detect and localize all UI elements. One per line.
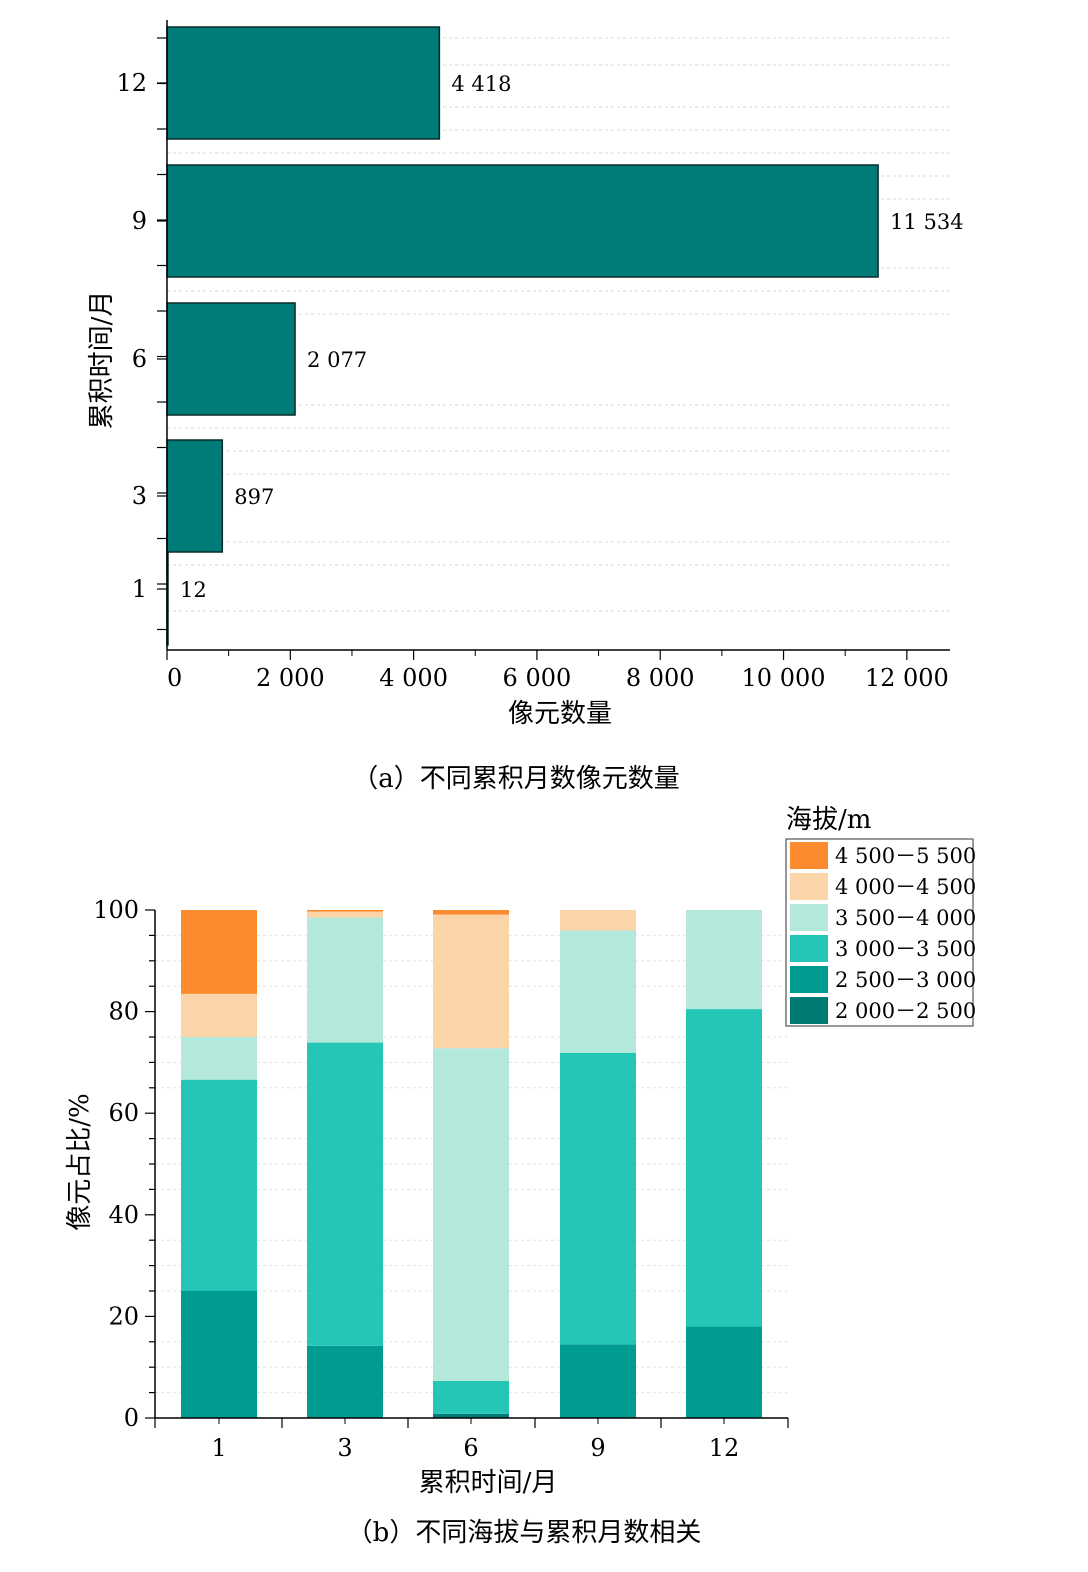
- y-tick-label: 100: [93, 896, 139, 924]
- bar-segment-9-s2: [560, 1052, 636, 1345]
- bar-segment-1-s2: [181, 1079, 257, 1291]
- legend-label: 4 000－4 500: [835, 875, 976, 899]
- x-tick-label: 12 000: [865, 664, 949, 692]
- legend-label: 3 000－3 500: [835, 937, 976, 961]
- x-tick-label-1: 1: [211, 1434, 226, 1462]
- bar-segment-9-s3: [560, 930, 636, 1053]
- y-tick-label-12: 12: [116, 69, 147, 97]
- legend-label: 4 500－5 500: [835, 844, 976, 868]
- bar-segment-6-s3: [433, 1048, 509, 1381]
- legend-label: 3 500－4 000: [835, 906, 976, 930]
- y-tick-label-1: 1: [132, 575, 147, 603]
- value-label-6: 2 077: [307, 348, 367, 372]
- chart-a: 12 897 2 077 11 534 4 418 1 3 6 9 12 0 2 000 4 000 6 …: [87, 20, 964, 729]
- x-tick-label: 4 000: [379, 664, 448, 692]
- y-tick-label: 20: [108, 1302, 139, 1330]
- legend-swatch: [790, 935, 828, 962]
- legend-swatch: [790, 904, 828, 931]
- y-tick-label: 60: [108, 1099, 139, 1127]
- legend-label: 2 500－3 000: [835, 968, 976, 992]
- x-tick-label-9: 9: [590, 1434, 605, 1462]
- bar-3: [166, 439, 224, 553]
- bar-segment-1-s3: [181, 1037, 257, 1080]
- x-tick-label-3: 3: [337, 1434, 352, 1462]
- y-tick-label-3: 3: [132, 482, 147, 510]
- bar-12: [166, 26, 441, 140]
- x-tick-label: 2 000: [256, 664, 325, 692]
- bar-6: [166, 302, 296, 416]
- x-tick-label: 8 000: [626, 664, 695, 692]
- bar-segment-3-s3: [307, 917, 383, 1043]
- bar-segment-1-s5: [181, 910, 257, 994]
- value-label-9: 11 534: [890, 210, 963, 234]
- bar-segment-9-s1: [560, 1344, 636, 1418]
- x-axis-title: 像元数量: [508, 699, 612, 729]
- caption-b: （b）不同海拔与累积月数相关: [347, 1518, 702, 1548]
- legend-swatch: [790, 997, 828, 1024]
- bar-segment-12-s3: [686, 910, 762, 1010]
- bar-segment-3-s4: [307, 911, 383, 918]
- y-tick-label: 0: [124, 1404, 139, 1432]
- legend-label: 2 000－2 500: [835, 999, 976, 1023]
- bar-segment-3-s1: [307, 1345, 383, 1418]
- caption-a: （a）不同累积月数像元数量: [352, 764, 680, 794]
- x-tick-label: 10 000: [742, 664, 826, 692]
- legend-title: 海拔/m: [786, 805, 871, 835]
- bar-segment-3-s5: [307, 910, 383, 912]
- bar-segment-9-s4: [560, 910, 636, 931]
- bar-segment-6-s2: [433, 1380, 509, 1414]
- bar-segment-1-s4: [181, 993, 257, 1037]
- y-tick-label: 80: [108, 998, 139, 1026]
- value-label-3: 897: [234, 485, 274, 509]
- x-axis-title: 累积时间/月: [419, 1468, 558, 1498]
- value-label-1: 12: [180, 578, 207, 602]
- legend-swatch: [790, 966, 828, 993]
- y-axis-title: 像元占比/%: [65, 1093, 95, 1230]
- bar-segment-12-s2: [686, 1009, 762, 1327]
- x-tick-label-12: 12: [709, 1434, 740, 1462]
- bar-segment-6-s4: [433, 914, 509, 1049]
- y-tick-label-9: 9: [132, 207, 147, 235]
- bar-segment-6-s0: [433, 1413, 509, 1418]
- y-tick-label-6: 6: [132, 345, 147, 373]
- chart-b: 0 20 40 60 80 100 1 3 6 9 12 累积时间/月 像元占比/% 海拔/m 4 500－…: [65, 805, 976, 1498]
- x-tick-label: 0: [167, 664, 182, 692]
- bar-segment-1-s1: [181, 1291, 257, 1418]
- bar-segment-12-s1: [686, 1326, 762, 1418]
- legend-swatch: [790, 842, 828, 869]
- y-axis-title: 累积时间/月: [87, 291, 117, 430]
- bar-9: [166, 164, 879, 278]
- bar-segment-6-s5: [433, 910, 509, 915]
- legend-swatch: [790, 873, 828, 900]
- y-tick-label: 40: [108, 1201, 139, 1229]
- legend-box: [785, 838, 974, 1027]
- x-tick-label: 6 000: [503, 664, 572, 692]
- bar-segment-3-s2: [307, 1042, 383, 1346]
- x-tick-label-6: 6: [463, 1434, 478, 1462]
- value-label-12: 4 418: [451, 72, 511, 96]
